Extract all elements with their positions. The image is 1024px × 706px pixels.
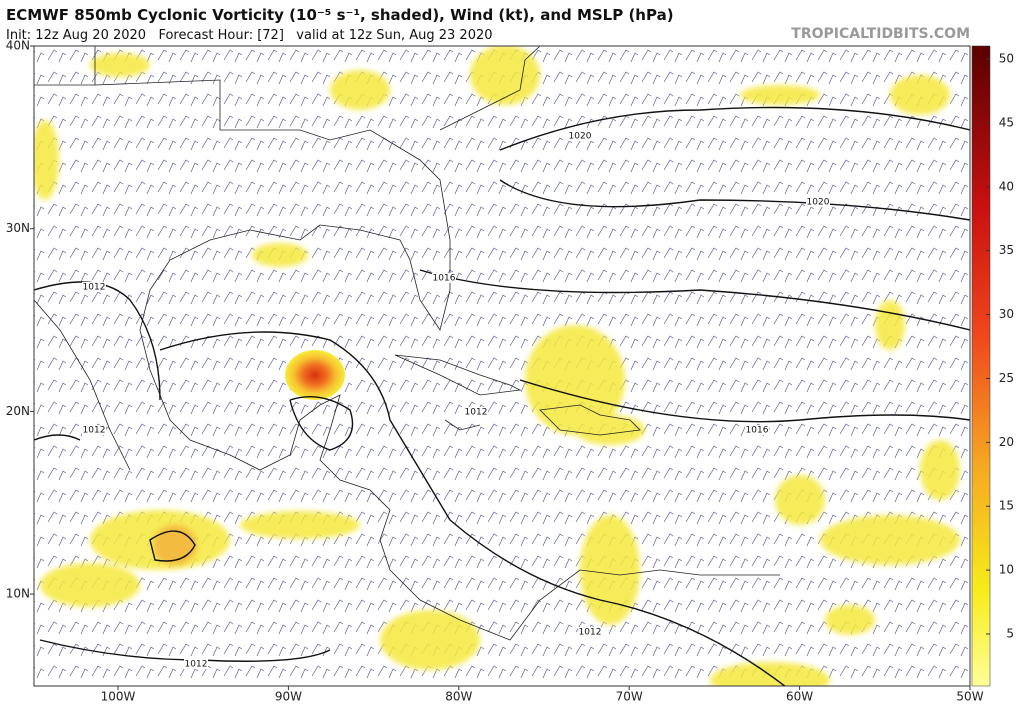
coastlines — [34, 46, 780, 641]
isobar-label: 1012 — [465, 408, 488, 418]
isobar-label: 1012 — [579, 628, 602, 638]
isobar-label-bg — [184, 659, 208, 669]
isobar-label: 1016 — [746, 426, 769, 436]
lon-label: 80W — [445, 690, 472, 704]
isobar-label-bg — [568, 131, 592, 141]
isobar-label: 1012 — [83, 283, 106, 293]
map-frame — [33, 45, 971, 687]
isobar-label: 1016 — [433, 274, 456, 284]
colorbar-label: 20 — [999, 435, 1014, 449]
title: ECMWF 850mb Cyclonic Vorticity (10⁻⁵ s⁻¹… — [6, 6, 674, 24]
isobar-label: 1020 — [569, 132, 592, 142]
isobars — [34, 106, 970, 686]
colorbar-label: 25 — [999, 371, 1014, 385]
isobar-label: 1012 — [83, 426, 106, 436]
subtitle: Init: 12z Aug 20 2020 Forecast Hour: [72… — [6, 28, 493, 43]
isobar-label: 1012 — [185, 660, 208, 670]
colorbar-label: 35 — [999, 243, 1014, 257]
colorbar-label: 30 — [999, 307, 1014, 321]
vortex — [285, 350, 345, 400]
isobar-label-bg — [806, 197, 830, 207]
lon-label: 90W — [275, 690, 302, 704]
lat-label: 30N — [6, 221, 30, 235]
colorbar-label: 10 — [999, 563, 1014, 577]
isobar-label-bg — [578, 627, 602, 637]
lon-label: 100W — [101, 690, 136, 704]
colorbar-label: 40 — [999, 179, 1014, 193]
credit: TROPICALTIDBITS.COM — [791, 26, 970, 42]
colorbar-label: 5 — [1006, 627, 1014, 641]
lon-label: 50W — [956, 690, 983, 704]
lat-label: 10N — [6, 587, 30, 601]
lon-label: 70W — [616, 690, 643, 704]
isobar-label-bg — [432, 273, 456, 283]
isobar-label-bg — [82, 425, 106, 435]
isobar-label: 1020 — [807, 198, 830, 208]
colorbar-label: 45 — [999, 115, 1014, 129]
lat-label: 20N — [6, 404, 30, 418]
colorbar-label: 15 — [999, 499, 1014, 513]
lon-label: 60W — [786, 690, 813, 704]
map-area — [34, 46, 970, 686]
isobar-label-bg — [464, 407, 488, 417]
colorbar — [971, 45, 991, 687]
isobar-label-bg — [745, 425, 769, 435]
vorticity-shading — [34, 46, 960, 686]
isobar-label-bg — [82, 282, 106, 292]
colorbar-label: 50 — [999, 52, 1014, 66]
wind-barbs — [34, 46, 970, 686]
lat-label: 40N — [6, 39, 30, 53]
